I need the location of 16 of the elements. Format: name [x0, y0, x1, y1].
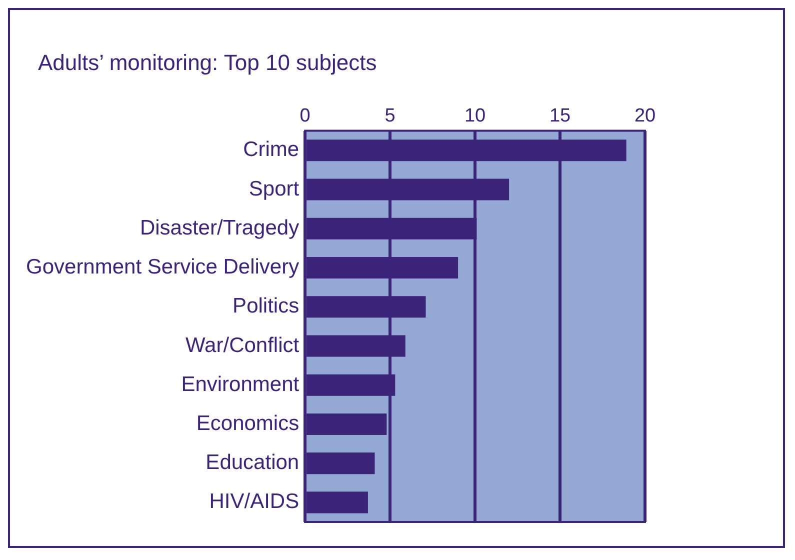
y-tick-label: Government Service Delivery — [26, 256, 300, 279]
y-tick-label: HIV/AIDS — [209, 490, 300, 514]
y-tick-label: Crime — [243, 138, 300, 162]
y-tick-label: Education — [206, 451, 300, 474]
y-tick-label: Disaster/Tragedy — [140, 216, 300, 240]
chart-title: Adults’ monitoring: Top 10 subjects — [38, 50, 377, 76]
y-tick-label: Environment — [181, 372, 300, 396]
x-tick-label: 10 — [464, 106, 486, 127]
x-tick-label: 15 — [549, 106, 571, 127]
y-tick-label: Politics — [232, 294, 300, 318]
x-tick-label: 5 — [384, 106, 396, 127]
y-tick-label: Economics — [196, 412, 300, 435]
x-tick-label: 0 — [300, 106, 310, 127]
x-tick-label: 20 — [634, 106, 656, 127]
y-tick-label: Sport — [248, 177, 300, 200]
y-tick-label: War/Conflict — [186, 334, 300, 357]
